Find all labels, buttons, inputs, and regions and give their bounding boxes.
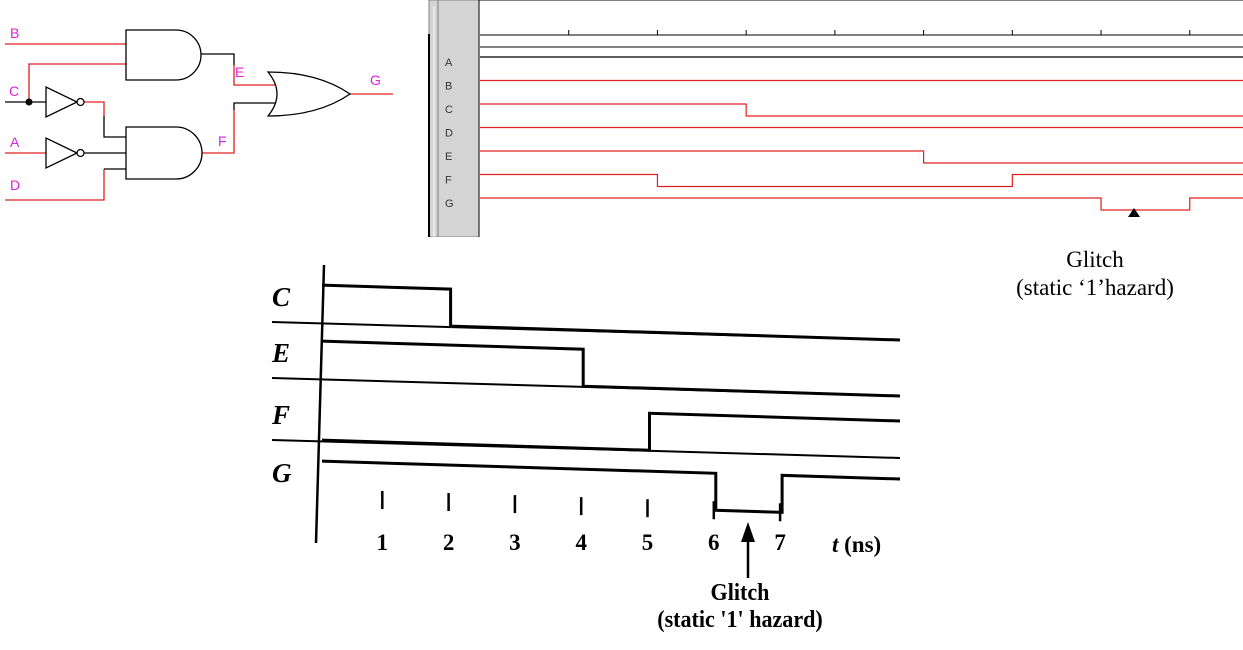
waveform-g xyxy=(480,197,1243,211)
input-label-a: A xyxy=(10,134,20,150)
not-gate-c xyxy=(45,85,85,119)
signal-name-g: G xyxy=(445,198,454,210)
textbook-vertical-axis xyxy=(314,264,326,544)
glitch-marker-triangle xyxy=(1128,208,1140,217)
textbook-waveform-g xyxy=(321,459,901,514)
or-gate xyxy=(266,71,352,117)
waveforms xyxy=(480,56,1243,211)
time-tick-label: 7 xyxy=(774,530,786,555)
textbook-waveforms xyxy=(271,283,901,514)
time-tick-label: 5 xyxy=(642,530,654,555)
waveform-e xyxy=(480,150,1243,164)
not-gate-a xyxy=(45,136,85,170)
and-gate-top xyxy=(125,29,202,81)
textbook-waveform-c xyxy=(321,283,901,342)
waveform-c xyxy=(480,103,1243,117)
textbook-glitch-caption: Glitch (static '1' hazard) xyxy=(620,580,859,634)
signal-name-c: C xyxy=(445,104,453,116)
signal-name-f: F xyxy=(445,175,452,187)
time-tick-label: 4 xyxy=(575,530,587,555)
textbook-signal-e: E xyxy=(271,338,290,368)
waveform-f xyxy=(480,173,1243,188)
input-label-b: B xyxy=(10,25,19,41)
textbook-signal-f: F xyxy=(271,400,290,430)
input-label-c: C xyxy=(9,83,19,99)
signal-name-d: D xyxy=(445,128,453,140)
textbook-waveform-e xyxy=(321,339,901,398)
simulator-glitch-caption: Glitch (static ‘1’hazard) xyxy=(965,246,1225,302)
signal-name-e: E xyxy=(445,151,452,163)
circuit-wires xyxy=(5,43,393,201)
junction-dot xyxy=(25,98,33,106)
output-label-g: G xyxy=(370,72,381,88)
textbook-signal-c: C xyxy=(272,282,291,312)
textbook-baseline xyxy=(271,377,901,397)
simulator-glitch-title: Glitch xyxy=(1066,247,1124,272)
textbook-glitch-title: Glitch xyxy=(710,580,770,606)
textbook-signal-g: G xyxy=(272,458,292,488)
textbook-baseline xyxy=(271,439,901,459)
time-tick-label: 3 xyxy=(509,530,521,555)
textbook-baseline xyxy=(271,321,901,341)
signal-name-a: A xyxy=(445,57,453,69)
time-ruler xyxy=(480,30,1243,48)
input-label-d: D xyxy=(10,177,20,193)
signal-name-panel xyxy=(428,0,480,237)
textbook-glitch-subtitle: (static '1' hazard) xyxy=(657,607,823,633)
time-tick-label: 1 xyxy=(377,530,389,555)
time-tick-label: 6 xyxy=(708,530,720,555)
node-label-e: E xyxy=(235,64,244,80)
time-tick-label: 2 xyxy=(443,530,455,555)
simulator-glitch-subtitle: (static ‘1’hazard) xyxy=(1016,275,1174,300)
node-label-f: F xyxy=(218,133,227,149)
and-gate-bottom xyxy=(125,126,203,180)
time-axis-label: t (ns) xyxy=(832,532,881,557)
textbook-waveform-f xyxy=(321,411,901,452)
signal-name-b: B xyxy=(445,81,452,93)
logic-circuit-diagram: B C A D E F G xyxy=(5,25,393,201)
textbook-signal-names: CE FG xyxy=(271,282,292,488)
glitch-arrow-head xyxy=(741,522,755,542)
textbook-time-axis: 1 2 3 4 5 6 7 xyxy=(377,490,786,555)
